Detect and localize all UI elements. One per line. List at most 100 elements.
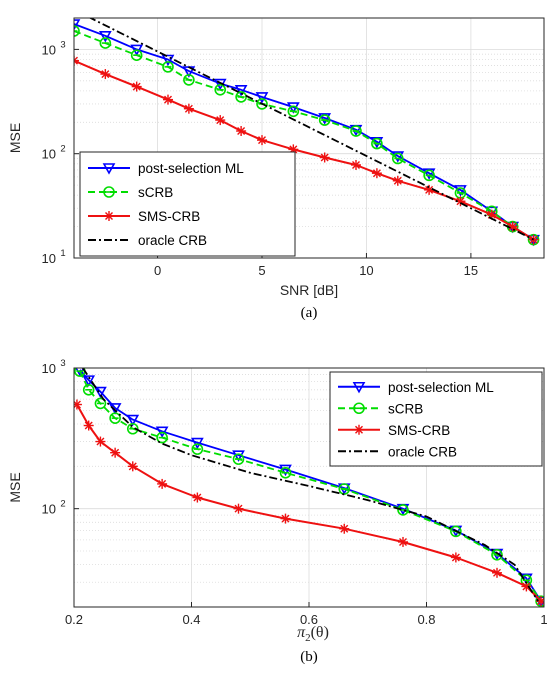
point-marker-triangle [422,168,436,180]
asterisk-stroke [456,197,465,206]
point-marker-circle [287,105,300,118]
point-marker-asterisk [233,503,244,514]
point-marker-asterisk [450,552,461,563]
y-tick-exponent: 2 [60,499,65,510]
x-tick-label: 0.6 [300,612,318,627]
point-marker-circle [94,397,107,410]
series-group [74,368,544,607]
point-marker-circle [350,125,362,137]
y-tick-label: 10 [42,361,56,376]
asterisk-stroke [184,104,193,113]
legend-entry-label: oracle CRB [138,233,207,248]
point-marker-asterisk [163,94,173,105]
asterisk-stroke [399,537,407,546]
point-marker-asterisk [100,69,111,80]
point-marker-asterisk [236,126,247,137]
chart-panel-a: 0 5 10 15 10 1 10 2 10 3 MSE SNR [dB] (a) post-select… [7,17,545,321]
x-tick-label: 0 [154,263,161,278]
point-marker-asterisk [183,103,194,114]
asterisk-stroke [508,222,517,231]
asterisk-stroke [451,553,460,562]
y-tick-label: 10 [42,42,56,57]
asterisk-stroke [355,425,363,434]
asterisk-stroke [111,448,120,457]
asterisk-stroke [216,116,225,125]
legend-entry-label: sCRB [388,401,423,416]
point-marker-asterisk [110,447,121,458]
point-marker-circle [162,61,174,73]
point-marker-triangle [234,84,248,97]
point-marker-asterisk [392,175,403,186]
asterisk-stroke [74,56,78,62]
point-marker-asterisk [280,513,291,524]
point-marker-circle [318,114,331,126]
chart-panel-b: 0.2 0.4 0.6 0.8 1 10 2 10 3 MSE π2(θ) (b) post-selec… [7,358,548,665]
point-marker-triangle [130,44,144,57]
point-marker-triangle [255,92,269,104]
point-marker-circle [391,152,404,165]
point-marker-triangle [454,185,467,197]
panel-caption: (a) [301,305,318,321]
point-marker-circle [156,431,168,444]
legend: post-selection ML sCRB SMS-CRB oracle CRB [79,151,296,257]
point-marker-triangle [102,163,116,175]
asterisk-stroke [74,400,81,409]
point-marker-triangle [191,437,204,450]
y-axis-label: MSE [7,472,23,502]
asterisk-stroke [425,185,434,194]
point-marker-triangle [126,414,140,427]
x-tick-label: 1 [540,612,547,627]
x-tick-label: 15 [464,263,478,278]
legend-entry-label: SMS-CRB [388,423,450,438]
legend-entry-label: SMS-CRB [138,209,200,224]
point-marker-asterisk [257,135,267,146]
asterisk-stroke [522,582,531,591]
legend-entry-label: sCRB [138,185,173,200]
legend-entry-label: post-selection ML [138,161,244,176]
point-marker-circle [397,504,409,516]
panel-caption: (b) [300,649,318,665]
legend-box [79,151,296,257]
point-marker-circle [82,383,95,396]
point-marker-circle [279,466,292,479]
point-marker-asterisk [351,159,361,170]
asterisk-stroke [393,176,402,185]
legend: post-selection ML sCRB SMS-CRB oracle CRB [329,371,543,467]
y-tick-exponent: 3 [60,358,65,369]
point-marker-asterisk [83,420,94,431]
point-marker-asterisk [95,436,106,447]
point-marker-circle [450,525,462,538]
series-line-post-selection-ml [79,369,542,602]
point-marker-circle [103,186,115,198]
point-marker-circle [491,549,503,561]
point-marker-asterisk [371,168,382,179]
point-marker-circle [99,37,112,49]
point-marker-circle [126,422,139,435]
asterisk-stroke [96,437,105,446]
axes-box [73,17,545,259]
y-tick-exponent: 2 [60,144,65,155]
point-marker-asterisk [74,55,79,66]
point-marker-circle [74,25,80,37]
point-marker-asterisk [339,523,350,534]
asterisk-stroke [132,82,141,91]
x-tick-label: 0.2 [65,612,83,627]
point-marker-asterisk [319,152,330,163]
asterisk-stroke [258,136,266,145]
point-marker-asterisk [398,536,408,547]
point-marker-triangle [74,19,81,31]
asterisk-stroke [164,95,172,104]
point-marker-circle [353,402,365,415]
point-marker-circle [191,443,204,455]
asterisk-stroke [372,169,381,178]
point-marker-asterisk [157,478,168,489]
point-marker-triangle [82,375,96,387]
y-tick-exponent: 1 [60,248,65,259]
point-marker-asterisk [492,567,502,578]
asterisk-stroke [158,479,167,488]
x-axis-label: π2(θ) [297,624,329,644]
asterisk-stroke [234,504,243,513]
asterisk-stroke [128,462,137,471]
point-marker-asterisk [192,492,203,503]
